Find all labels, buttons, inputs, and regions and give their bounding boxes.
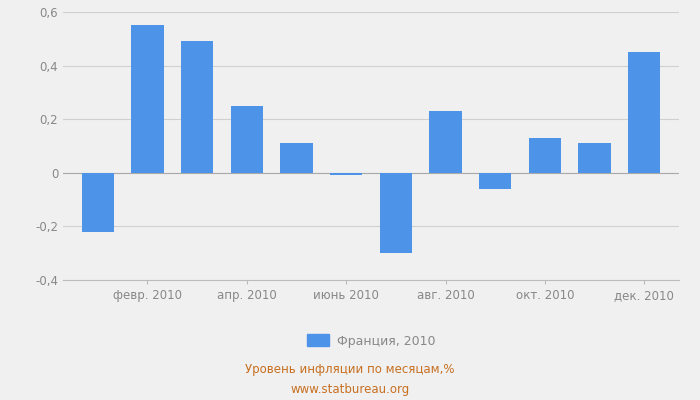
Bar: [379, 173, 412, 253]
Bar: [280, 143, 313, 173]
Bar: [429, 111, 462, 173]
Legend: Франция, 2010: Франция, 2010: [307, 334, 435, 348]
Bar: [181, 42, 214, 173]
Bar: [628, 52, 660, 173]
Bar: [132, 25, 164, 173]
Text: Уровень инфляции по месяцам,%: Уровень инфляции по месяцам,%: [245, 364, 455, 376]
Text: www.statbureau.org: www.statbureau.org: [290, 384, 410, 396]
Bar: [330, 173, 363, 176]
Bar: [82, 173, 114, 232]
Bar: [231, 106, 263, 173]
Bar: [479, 173, 511, 189]
Bar: [528, 138, 561, 173]
Bar: [578, 143, 610, 173]
